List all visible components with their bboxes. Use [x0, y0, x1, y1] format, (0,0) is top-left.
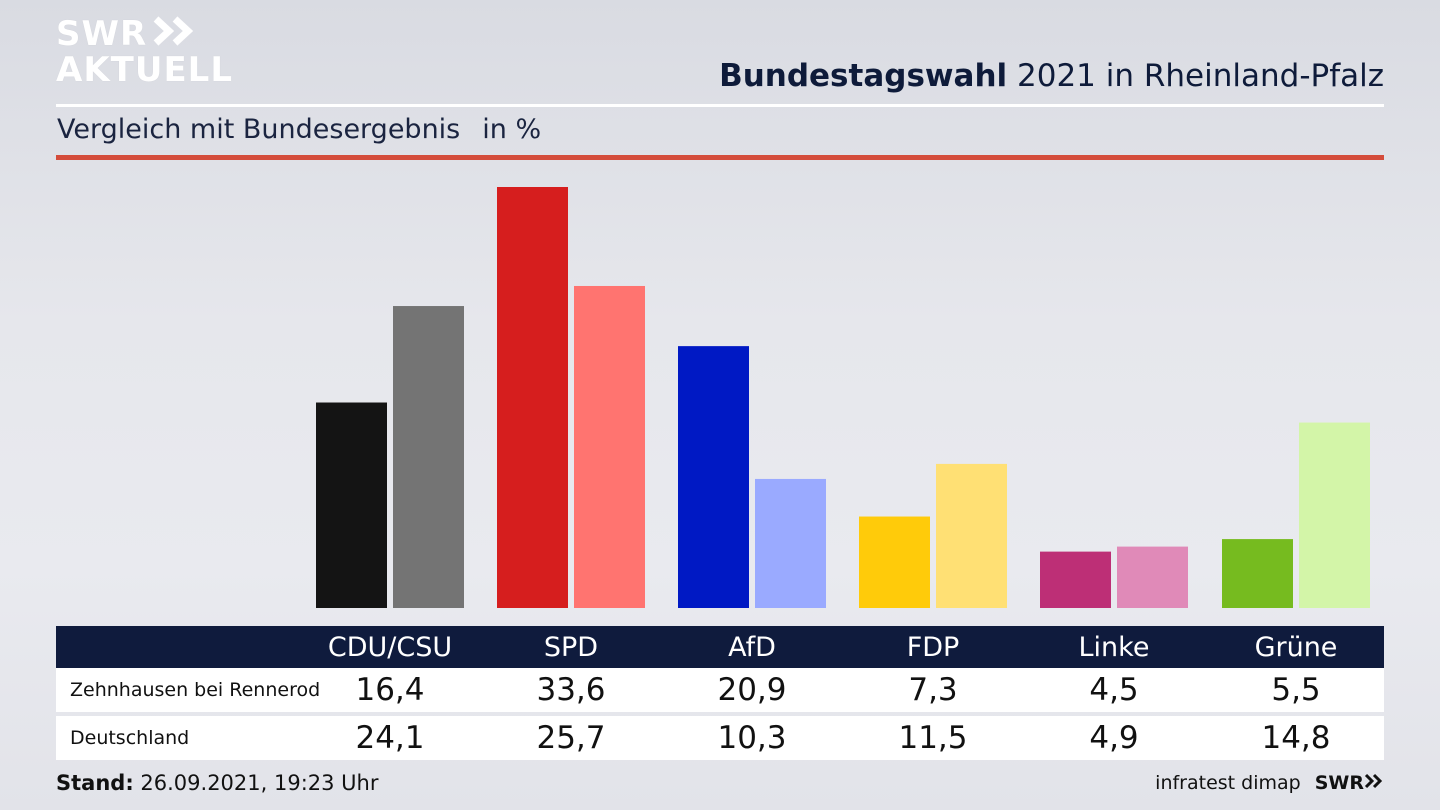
column-header: AfD	[728, 631, 776, 663]
table-cell: 14,8	[1261, 720, 1331, 756]
table-cell: 4,5	[1089, 672, 1139, 708]
row-label: Zehnhausen bei Rennerod	[70, 679, 321, 701]
table-cell: 20,9	[717, 672, 787, 708]
page-title: Bundestagswahl 2021 in Rheinland-Pfalz	[719, 58, 1384, 94]
bar-grüne-local	[1222, 539, 1293, 608]
accent-divider	[56, 155, 1384, 160]
source-credit: infratest dimap SWR	[1155, 772, 1384, 794]
double-chevron-icon	[153, 16, 199, 52]
logo-line1: SWR	[56, 14, 148, 54]
bar-grüne-national	[1299, 422, 1370, 608]
table-cell: 7,3	[908, 672, 958, 708]
bar-chart	[316, 187, 1370, 608]
bar-afd-national	[755, 478, 826, 608]
table-cell: 16,4	[355, 672, 425, 708]
results-table: CDU/CSU SPD AfD FDP Linke Grüne Zehnhausen be…	[56, 626, 1384, 760]
stand-label: Stand:	[56, 771, 134, 795]
table-cell: 33,6	[536, 672, 606, 708]
subtitle-text: Vergleich mit Bundesergebnis	[57, 114, 461, 145]
column-header: SPD	[543, 631, 599, 663]
bar-fdp-national	[936, 463, 1007, 608]
table-cell: 24,1	[355, 720, 425, 756]
bar-fdp-local	[859, 516, 930, 608]
header-divider	[56, 104, 1384, 107]
timestamp: Stand: 26.09.2021, 19:23 Uhr	[56, 771, 379, 795]
column-header: Linke	[1078, 631, 1150, 663]
stand-value: 26.09.2021, 19:23 Uhr	[133, 771, 379, 795]
table-cell: 10,3	[717, 720, 787, 756]
title-bold: Bundestagswahl	[719, 58, 1008, 94]
bar-afd-local	[678, 346, 749, 608]
column-header: Grüne	[1254, 631, 1338, 663]
bar-cdu-csu-local	[316, 402, 387, 608]
title-rest: 2021 in Rheinland-Pfalz	[1007, 58, 1384, 94]
brand-text: SWR	[1314, 772, 1364, 794]
bar-spd-local	[497, 187, 568, 608]
double-chevron-icon	[1364, 772, 1384, 794]
table-cell: 4,9	[1089, 720, 1139, 756]
swr-aktuell-logo: SWR AKTUELL	[56, 16, 233, 88]
table-cell: 5,5	[1271, 672, 1321, 708]
table-row: Deutschland 24,1 25,7 10,3 11,5 4,9 14,8	[56, 716, 1384, 760]
bar-spd-national	[574, 285, 645, 608]
table-cell: 25,7	[536, 720, 606, 756]
logo-line2: AKTUELL	[56, 50, 234, 90]
subtitle-unit: in %	[482, 114, 542, 145]
table-row: Zehnhausen bei Rennerod 16,4 33,6 20,9 7,3 4…	[56, 668, 1384, 712]
column-header: FDP	[906, 631, 960, 663]
bar-linke-local	[1040, 551, 1111, 608]
row-label: Deutschland	[70, 727, 190, 749]
table-cell: 11,5	[898, 720, 968, 756]
bar-linke-national	[1117, 546, 1188, 608]
column-header: CDU/CSU	[327, 631, 453, 663]
bar-cdu-csu-national	[393, 306, 464, 608]
chart-subtitle: Vergleich mit Bundesergebnis in %	[57, 114, 541, 145]
table-header: CDU/CSU SPD AfD FDP Linke Grüne	[56, 626, 1384, 668]
source-text: infratest dimap	[1155, 772, 1301, 794]
